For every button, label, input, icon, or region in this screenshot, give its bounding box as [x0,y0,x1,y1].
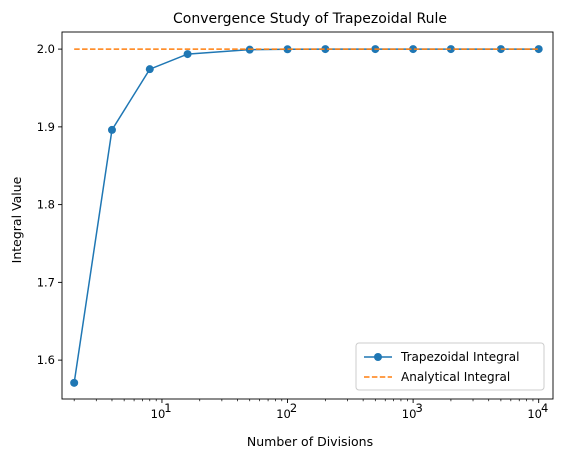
trapezoidal-integral-point [183,50,192,59]
x-tick-exponent: 2 [290,401,297,415]
x-tick-label: 10 [527,407,542,421]
y-tick-label: 1.7 [37,275,55,289]
y-tick-label: 2.0 [37,42,55,56]
legend-box [355,342,545,391]
x-tick-exponent: 3 [415,401,422,415]
legend-label-trapezoidal-integral: Trapezoidal Integral [400,350,519,364]
y-axis: 1.6 1.7 1.8 1.9 2.0 [37,42,62,367]
chart-title: Convergence Study of Trapezoidal Rule [173,11,447,27]
x-tick-exponent: 4 [541,401,548,415]
y-tick-label: 1.9 [37,120,55,134]
trapezoidal-integral-point [107,125,116,134]
y-axis-label: Integral Value [9,176,24,263]
trapezoidal-integral-point [409,45,418,54]
legend-label-analytical-integral: Analytical Integral [401,370,510,384]
plot-area [61,31,554,400]
legend: Trapezoidal Integral Analytical Integral [355,342,545,391]
axes-frame [61,31,554,400]
trapezoidal-integral-point [534,45,543,54]
x-tick-label: 10 [402,407,417,421]
x-tick-exponent: 1 [164,401,171,415]
legend-marker-trapezoidal-integral [374,353,382,361]
trapezoidal-integral-point [145,65,154,74]
x-axis-label: Number of Divisions [247,434,373,449]
x-tick-label: 10 [151,407,166,421]
trapezoidal-integral-point [321,45,330,54]
x-axis: 10 1 10 2 10 3 10 4 [73,399,548,421]
trapezoidal-integral-point [70,378,79,387]
y-tick-label: 1.6 [37,353,55,367]
x-tick-label: 10 [276,407,291,421]
y-tick-label: 1.8 [37,198,55,212]
